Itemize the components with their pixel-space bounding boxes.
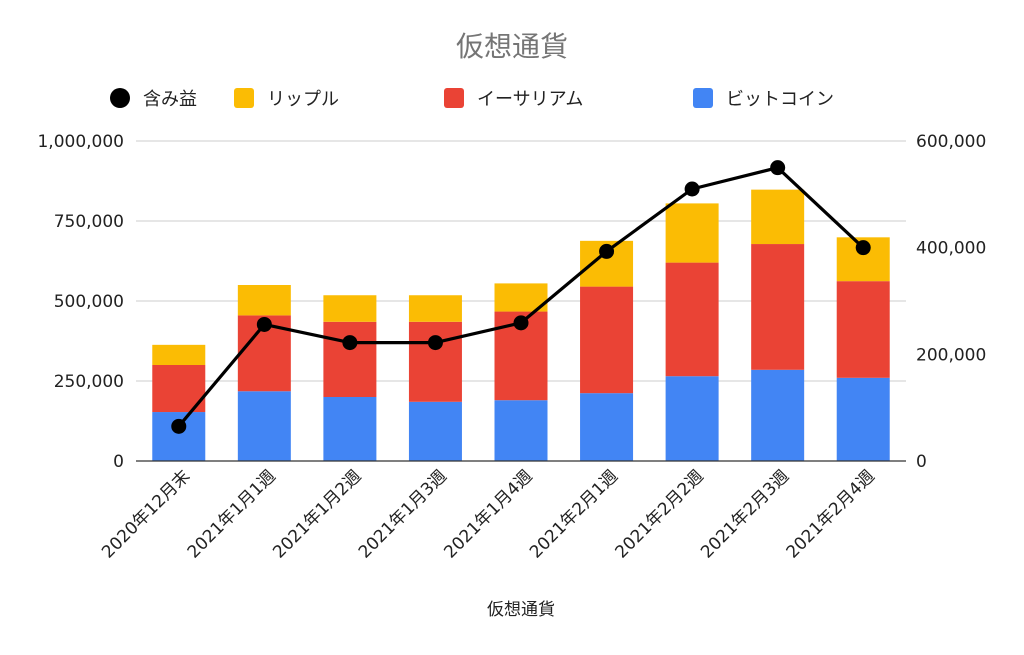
x-tick-label: 2021年2月4週: [783, 466, 879, 562]
legend-label: 含み益: [143, 89, 197, 110]
line-point: [256, 316, 272, 332]
x-tick-label: 2021年1月1週: [184, 466, 280, 562]
y-right-tick-label: 400,000: [916, 239, 986, 259]
bar-segment: [494, 400, 548, 461]
x-tick-label: 2021年2月2週: [612, 466, 708, 562]
line-point: [855, 240, 871, 256]
line-point: [770, 160, 786, 176]
line-point: [513, 315, 529, 331]
chart-title: 仮想通貨: [456, 30, 568, 63]
y-axis-right: 600,000 400,000 200,000 0: [916, 132, 986, 472]
bar-segment: [237, 391, 291, 461]
y-left-tick-label: 0: [113, 452, 124, 472]
bar-segment: [323, 397, 377, 461]
bar-segment: [408, 321, 462, 402]
bar-segment: [665, 203, 719, 263]
y-left-tick-label: 500,000: [54, 292, 124, 312]
bar-segment: [152, 344, 206, 365]
line-point: [684, 181, 700, 197]
y-left-tick-label: 250,000: [54, 372, 124, 392]
y-left-tick-label: 1,000,000: [37, 132, 124, 152]
y-right-tick-label: 600,000: [916, 132, 986, 152]
x-tick-label: 2021年2月1週: [526, 466, 622, 562]
y-axis-left: 1,000,000 750,000 500,000 250,000 0: [37, 132, 124, 472]
bar-segment: [665, 262, 719, 377]
line-point: [171, 418, 187, 434]
bar-segment: [323, 295, 377, 322]
bar-segment: [751, 369, 805, 461]
x-axis: 2020年12月末2021年1月1週2021年1月2週2021年1月3週2021…: [98, 466, 879, 562]
y-right-tick-label: 0: [916, 452, 927, 472]
line-point: [342, 335, 358, 351]
legend-label: リップル: [267, 89, 339, 110]
legend-label: イーサリアム: [477, 89, 583, 110]
y-left-tick-label: 750,000: [54, 212, 124, 232]
legend-marker-circle: [110, 88, 130, 108]
bar-segment: [408, 295, 462, 322]
legend-marker-square: [693, 88, 713, 108]
x-tick-label: 2021年1月2週: [269, 466, 365, 562]
x-axis-label: 仮想通貨: [487, 600, 555, 620]
legend-marker-square: [444, 88, 464, 108]
legend: 含み益 リップル イーサリアム ビットコイン: [110, 88, 834, 110]
x-tick-label: 2021年1月3週: [355, 466, 451, 562]
bar-segment: [836, 377, 890, 461]
bar-segment: [836, 281, 890, 378]
x-tick-label: 2021年2月3週: [697, 466, 793, 562]
bar-segment: [408, 401, 462, 461]
line-point: [427, 335, 443, 351]
bar-segment: [751, 244, 805, 370]
line-series: [171, 160, 871, 434]
y-right-tick-label: 200,000: [916, 345, 986, 365]
bar-segment: [751, 189, 805, 245]
legend-marker-square: [234, 88, 254, 108]
bar-segment: [580, 393, 634, 461]
x-tick-label: 2020年12月末: [98, 466, 194, 562]
line-point: [599, 243, 615, 259]
legend-label: ビットコイン: [726, 89, 834, 110]
bar-segment: [580, 286, 634, 394]
bar-segment: [237, 285, 291, 316]
bar-segment: [323, 321, 377, 397]
bar-segment: [665, 376, 719, 461]
x-tick-label: 2021年1月4週: [440, 466, 536, 562]
